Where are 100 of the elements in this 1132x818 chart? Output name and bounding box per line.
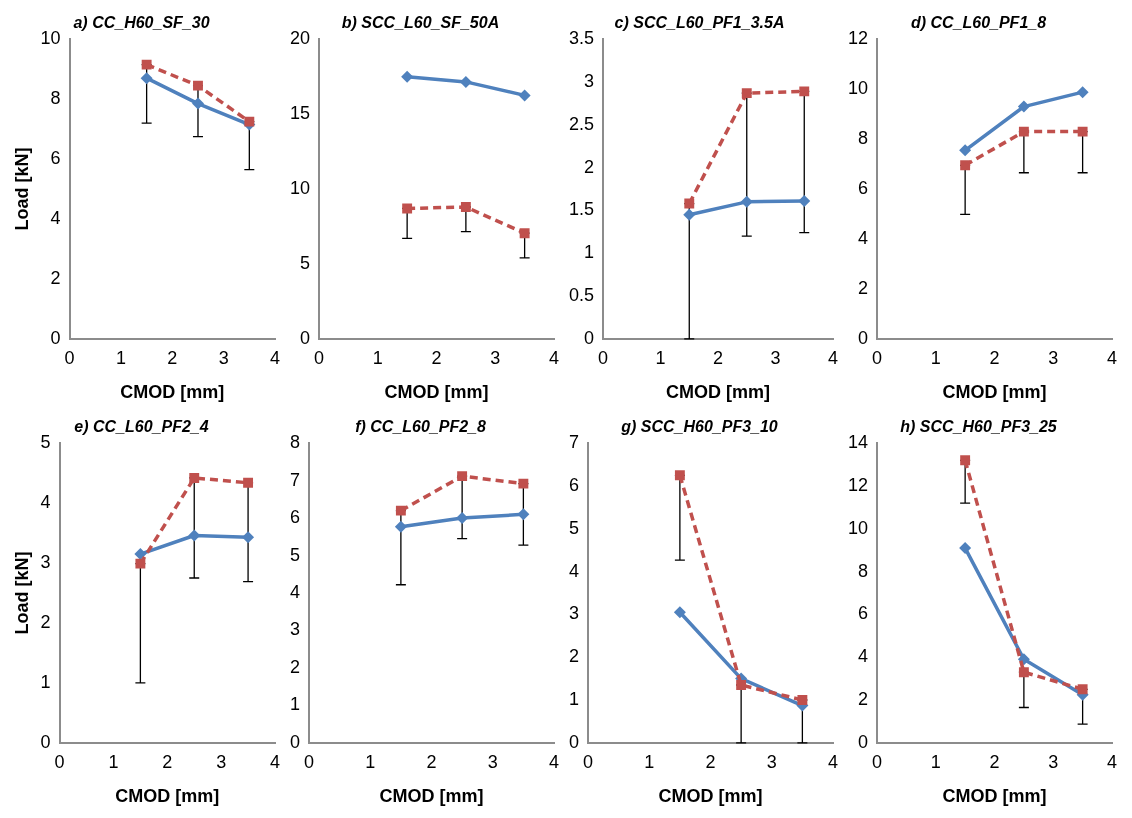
y-tick-label: 6: [290, 507, 301, 528]
x-tick-label: 2: [431, 347, 442, 368]
point: [959, 144, 972, 157]
y-tick-label: 0: [858, 327, 869, 348]
x-tick-label: 1: [115, 347, 126, 368]
y-tick-label: 2: [858, 277, 869, 298]
x-tick-label: 1: [644, 751, 655, 772]
y-tick-label: 1: [290, 694, 301, 715]
x-tick-label: 2: [989, 347, 1000, 368]
point: [243, 477, 254, 488]
x-tick-label: 1: [655, 347, 666, 368]
y-tick-label: 10: [40, 28, 61, 49]
x-tick-label: 3: [1048, 347, 1059, 368]
y-tick-label: 2: [290, 656, 301, 677]
point: [683, 208, 696, 221]
x-tick-label: 3: [766, 751, 777, 772]
x-tick-label: 0: [598, 347, 609, 368]
y-tick-label: 0.5: [568, 284, 595, 305]
point: [395, 505, 406, 516]
y-tick-label: 4: [569, 560, 580, 581]
x-axis-title: CMOD [mm]: [115, 786, 220, 807]
x-tick-label: 3: [487, 751, 498, 772]
x-axis-title: CMOD [mm]: [379, 786, 484, 807]
point: [244, 116, 255, 127]
x-axis-title: CMOD [mm]: [384, 382, 489, 403]
y-tick-label: 10: [289, 177, 311, 198]
y-tick-label: 0: [569, 731, 580, 752]
chart-title: g) SCC_H60_PF3_10: [620, 418, 778, 436]
point: [394, 520, 407, 533]
point: [135, 558, 146, 569]
y-tick-label: 3: [584, 70, 595, 91]
y-tick-label: 8: [290, 432, 301, 453]
x-tick-label: 4: [548, 347, 560, 368]
y-tick-label: 15: [289, 103, 311, 124]
x-tick-label: 3: [218, 347, 229, 368]
point: [457, 471, 468, 482]
x-tick-label: 4: [269, 751, 281, 772]
y-tick-label: 12: [847, 28, 869, 49]
point: [741, 88, 752, 99]
y-tick-label: 6: [569, 474, 580, 495]
point: [460, 202, 471, 212]
chart-title: e) CC_L60_PF2_4: [74, 418, 209, 436]
x-tick-label: 4: [548, 751, 560, 772]
x-tick-label: 3: [490, 347, 501, 368]
x-tick-label: 0: [64, 347, 75, 368]
y-tick-label: 8: [50, 88, 61, 109]
point: [1077, 684, 1088, 695]
x-tick-label: 4: [1106, 751, 1118, 772]
y-tick-label: 3: [40, 552, 51, 573]
y-tick-label: 3: [569, 603, 580, 624]
x-tick-label: 1: [108, 751, 119, 772]
chart-title: b) SCC_L60_SF_50A: [341, 14, 500, 32]
point: [960, 455, 971, 466]
y-tick-label: 0: [300, 327, 311, 348]
point: [519, 228, 530, 239]
y-tick-label: 4: [290, 581, 301, 602]
point: [959, 542, 972, 555]
x-tick-label: 2: [713, 347, 724, 368]
chart-title: a) CC_H60_SF_30: [73, 14, 210, 32]
x-tick-label: 2: [705, 751, 716, 772]
chart-title: d) CC_L60_PF1_8: [910, 14, 1047, 32]
point: [1018, 667, 1029, 678]
y-tick-label: 1.5: [568, 199, 595, 220]
y-tick-label: 1: [569, 688, 580, 709]
x-tick-label: 4: [827, 751, 839, 772]
y-tick-label: 4: [858, 227, 869, 248]
x-axis-title: CMOD [mm]: [942, 786, 1047, 807]
point: [189, 473, 200, 483]
point: [191, 97, 204, 110]
y-tick-label: 2: [50, 267, 61, 288]
point: [401, 70, 414, 83]
point: [518, 89, 531, 102]
x-tick-label: 3: [1048, 751, 1059, 772]
point: [684, 198, 695, 209]
y-tick-label: 4: [50, 207, 61, 228]
y-axis-title: Load [kN]: [11, 551, 32, 635]
chart-title: h) SCC_H60_PF3_25: [900, 418, 1058, 436]
point: [674, 470, 685, 481]
y-tick-label: 12: [847, 474, 869, 495]
y-tick-label: 8: [858, 128, 869, 149]
y-tick-label: 10: [847, 78, 869, 99]
y-tick-label: 2: [40, 611, 51, 632]
point: [242, 531, 255, 544]
y-tick-label: 1: [40, 671, 51, 692]
x-tick-label: 0: [314, 347, 325, 368]
x-axis-title: CMOD [mm]: [942, 382, 1047, 403]
y-tick-label: 5: [290, 544, 301, 565]
point: [736, 680, 747, 690]
y-tick-label: 3.5: [568, 28, 595, 49]
point: [799, 86, 810, 97]
y-tick-label: 1: [584, 242, 595, 263]
x-tick-label: 2: [426, 751, 437, 772]
y-tick-label: 2.5: [568, 113, 595, 134]
y-tick-label: 0: [50, 327, 61, 348]
x-tick-label: 4: [827, 347, 839, 368]
chart-title: c) SCC_L60_PF1_3.5A: [614, 14, 785, 32]
y-tick-label: 0: [40, 731, 51, 752]
y-tick-label: 14: [847, 432, 869, 453]
x-tick-label: 2: [989, 751, 1000, 772]
point: [798, 194, 811, 207]
